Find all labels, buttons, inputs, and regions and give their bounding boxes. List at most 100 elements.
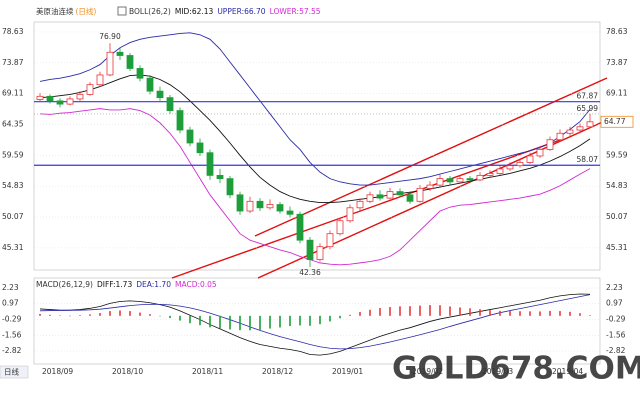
macd-bar <box>309 315 311 326</box>
period-tab-label[interactable]: 日线 <box>4 367 19 377</box>
macd-bar <box>489 310 491 316</box>
macd-bar <box>219 315 221 329</box>
boll-line <box>39 32 591 186</box>
y-tick-label-left: -0.29 <box>2 314 22 323</box>
candle-body <box>446 178 454 183</box>
legend-value: 57.55 <box>299 7 321 16</box>
y-tick-label-left: -2.82 <box>2 346 22 355</box>
main-header: 美原油连续 (日线) <box>36 6 96 16</box>
macd-bar <box>239 315 241 331</box>
macd-bar <box>399 306 401 316</box>
last-price-box <box>600 115 634 128</box>
macd-bar <box>409 306 411 316</box>
macd-bar <box>539 311 541 316</box>
legend-value: 0.05 <box>200 280 217 289</box>
candle-body <box>96 74 104 86</box>
candle-body <box>176 110 184 131</box>
candle-body <box>156 90 164 99</box>
legend-key: LOWER: <box>270 7 299 16</box>
candle-body <box>256 200 264 209</box>
macd-bar <box>279 315 281 328</box>
candle-body <box>436 178 444 186</box>
macd-bar <box>479 309 481 316</box>
boll-line <box>39 108 591 266</box>
candle-body <box>146 77 154 92</box>
candle-body <box>166 97 174 111</box>
macd-panel <box>33 277 601 365</box>
candle-body <box>566 129 574 134</box>
watermark: GOLD678.COM <box>392 351 640 387</box>
y-tick-label-right: -2.82 <box>606 346 626 355</box>
candle-body <box>346 207 354 222</box>
x-tick-label: 2019/03 <box>482 367 513 376</box>
candle-body <box>236 194 244 212</box>
macd-bar <box>359 312 361 316</box>
legend-value: 66.70 <box>244 7 266 16</box>
candle-body <box>106 51 114 76</box>
y-tick-label-left: 45.31 <box>2 243 24 252</box>
y-tick-label-left: 0.97 <box>2 299 19 308</box>
period: (日线) <box>76 6 97 16</box>
x-tick-label: 2019/02 <box>412 367 443 376</box>
macd-bar <box>129 311 131 316</box>
y-tick-label-right: 78.63 <box>606 27 628 36</box>
candle-body <box>206 152 214 176</box>
candle-body <box>126 55 134 69</box>
macd-bar <box>209 315 211 328</box>
macd-bar <box>549 310 551 316</box>
y-tick-label-left: 54.83 <box>2 181 24 190</box>
macd-bar <box>509 311 511 316</box>
macd-bar <box>369 309 371 316</box>
candle-body <box>576 126 584 131</box>
candle-body <box>386 191 394 199</box>
candle-body <box>476 174 484 181</box>
macd-bar <box>449 306 451 316</box>
y-tick-label-left: 69.11 <box>2 89 24 98</box>
candle-body <box>76 93 84 100</box>
macd-bar <box>89 314 91 316</box>
candle-body <box>276 204 284 212</box>
legend-value: 1.70 <box>154 280 171 289</box>
macd-bar <box>519 311 521 316</box>
main-panel <box>33 21 601 271</box>
legend-value: 1.73 <box>116 280 133 289</box>
period-tab[interactable] <box>0 365 29 379</box>
macd-bar <box>69 315 71 317</box>
candle-body <box>426 184 434 189</box>
candle-body <box>226 178 234 196</box>
macd-bar <box>199 315 201 326</box>
y-tick-label-left: 50.07 <box>2 212 24 221</box>
macd-bar <box>149 314 151 316</box>
candle-body <box>366 194 374 202</box>
level-label: 58.07 <box>577 155 599 164</box>
candle-body <box>246 200 254 212</box>
legend-value: 62.13 <box>192 7 214 16</box>
x-tick-label: 2018/12 <box>262 367 293 376</box>
price-label: 76.90 <box>99 32 121 41</box>
y-tick-label-right: 59.59 <box>606 150 628 159</box>
macd-bar <box>389 307 391 316</box>
candle-body <box>526 155 534 163</box>
candle-body <box>196 142 204 154</box>
candle-body <box>56 100 64 105</box>
candle-body <box>546 139 554 150</box>
y-tick-label-right: 69.11 <box>606 89 628 98</box>
candle-body <box>456 178 464 183</box>
candle-body <box>326 233 334 248</box>
candle-body <box>266 204 274 209</box>
macd-bar <box>319 315 321 325</box>
candle-body <box>536 149 544 157</box>
candle-body <box>466 178 474 181</box>
y-tick-label-left: 64.35 <box>2 120 24 129</box>
macd-bar <box>579 313 581 316</box>
legend-key: DEA: <box>136 280 154 289</box>
indicator-name: BOLL(26,2) <box>129 7 171 16</box>
x-tick-label: 2018/09 <box>42 367 73 376</box>
macd-bar <box>499 310 501 316</box>
y-tick-label-right: 0.97 <box>606 299 623 308</box>
legend-key: MACD: <box>175 280 200 289</box>
legend-key: DIFF: <box>97 280 116 289</box>
trend-line <box>171 139 561 279</box>
candle-body <box>496 168 504 174</box>
